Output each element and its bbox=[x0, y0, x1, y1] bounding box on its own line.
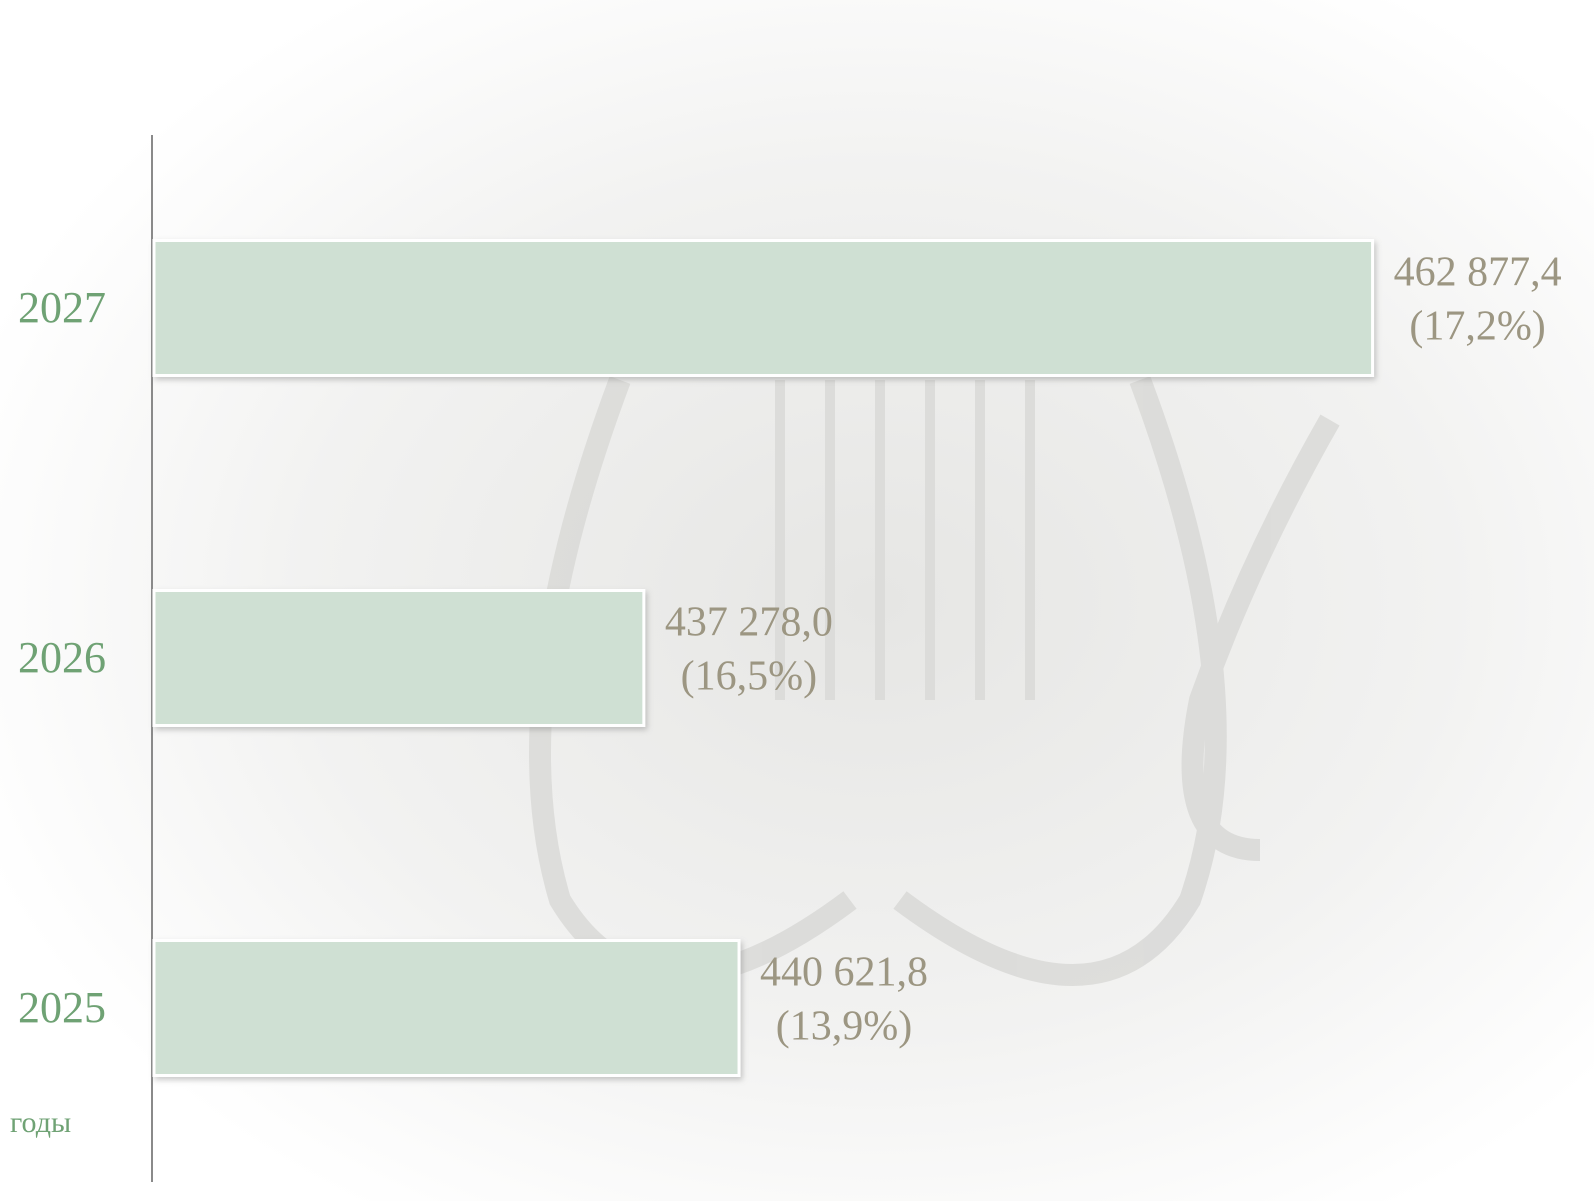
y-axis-label: годы bbox=[10, 1106, 71, 1139]
share-label: (17,2%) bbox=[1409, 304, 1545, 350]
y-tick-label: 2025 bbox=[18, 983, 106, 1032]
bar bbox=[154, 241, 1373, 376]
value-label: 437 278,0 bbox=[665, 600, 833, 646]
bar bbox=[154, 941, 739, 1076]
bar bbox=[154, 591, 644, 726]
chart: годы 2025 440 621,8 (13,9%) 2026 437 278,0 (1… bbox=[0, 0, 1594, 1201]
share-label: (13,9%) bbox=[776, 1004, 912, 1050]
share-label: (16,5%) bbox=[681, 654, 817, 700]
page: годы 2025 440 621,8 (13,9%) 2026 437 278,0 (1… bbox=[0, 0, 1594, 1201]
y-tick-label: 2027 bbox=[18, 283, 106, 332]
value-label: 440 621,8 bbox=[760, 950, 928, 996]
y-tick-label: 2026 bbox=[18, 633, 106, 682]
value-label: 462 877,4 bbox=[1394, 250, 1562, 296]
